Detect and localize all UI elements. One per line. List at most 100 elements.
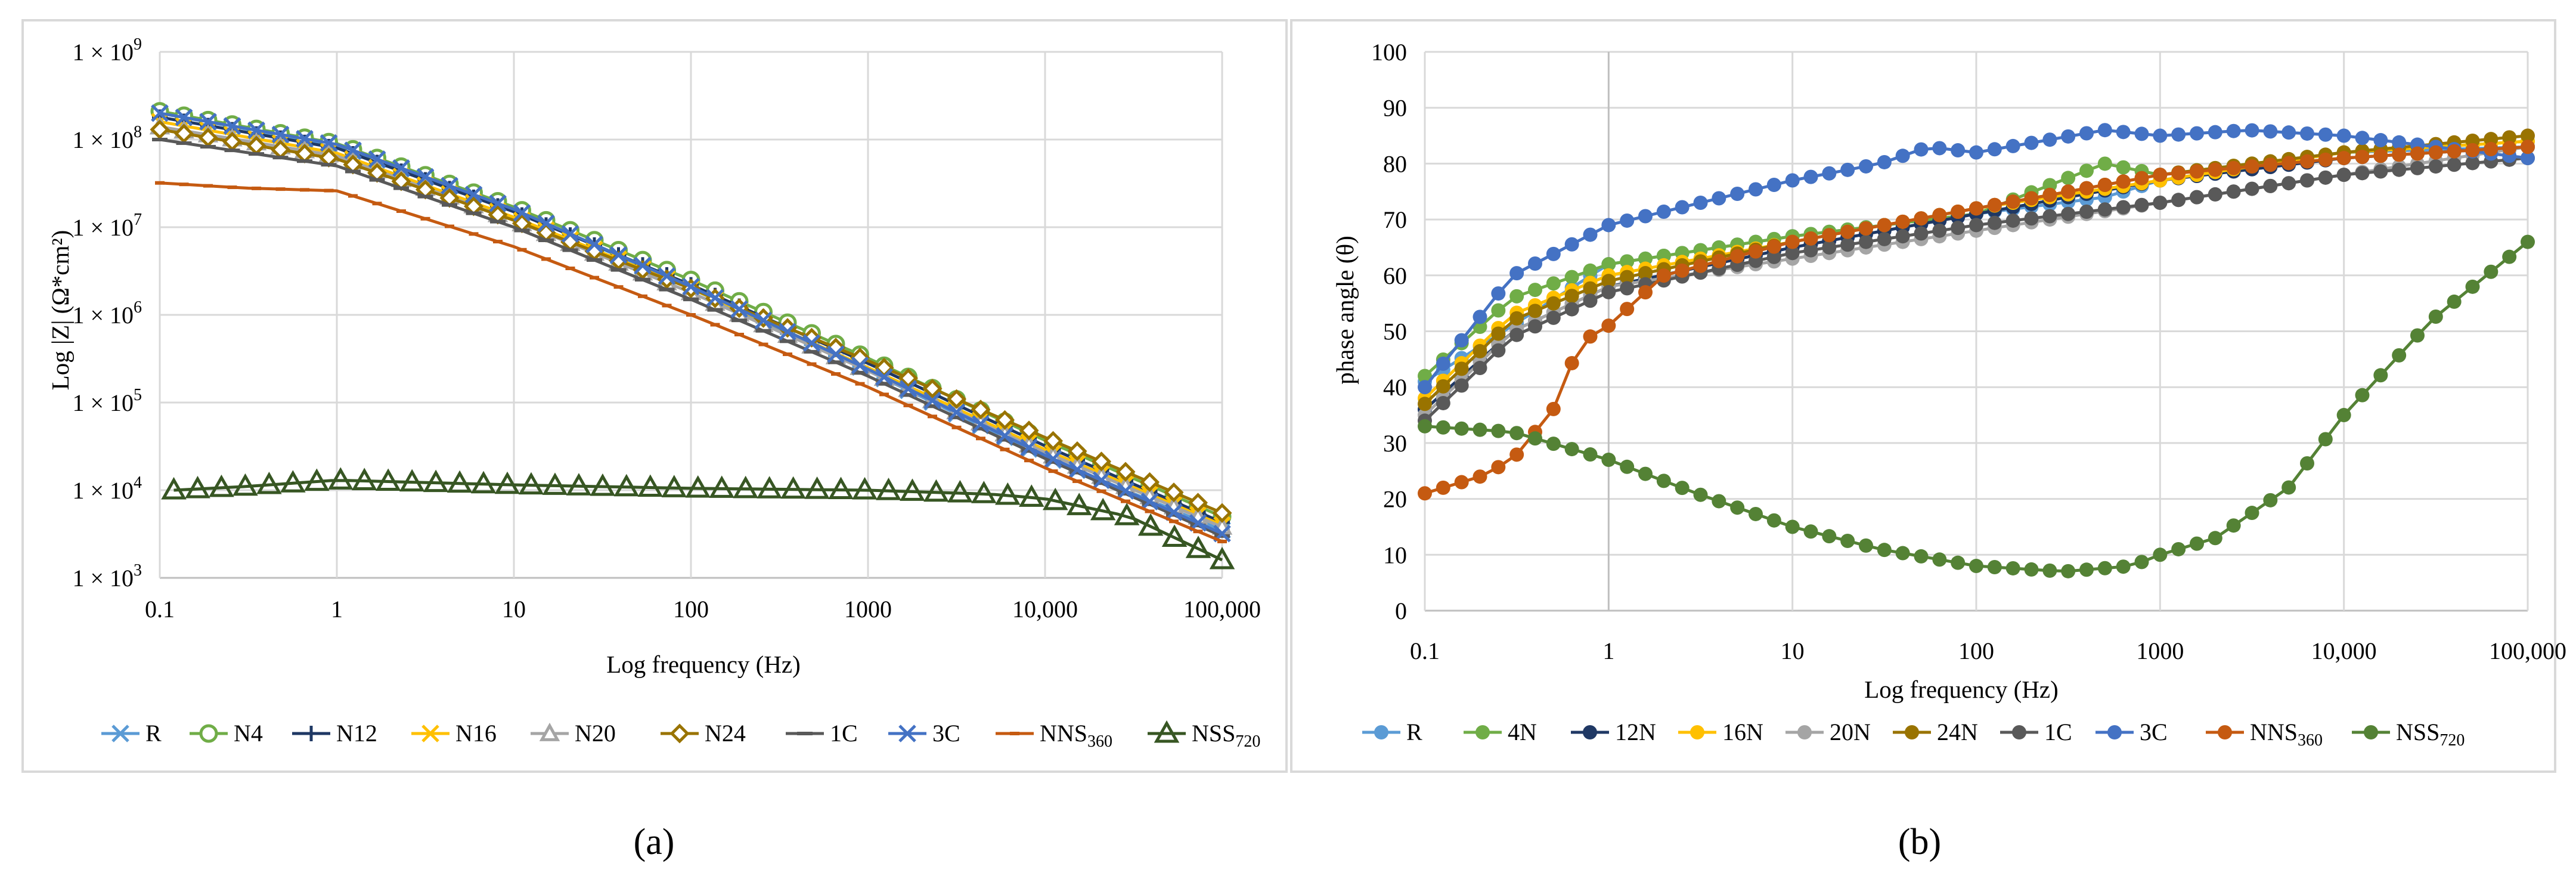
panel-b-data-point bbox=[1564, 302, 1579, 317]
panel-b-data-point bbox=[2097, 561, 2112, 575]
panel-a-data-point bbox=[324, 188, 334, 193]
panel-a-data-point bbox=[464, 185, 483, 204]
panel-a-legend-entry: 3C bbox=[888, 720, 960, 747]
panel-a-y-axis-label: Log |Z| (Ω*cm²) bbox=[47, 230, 74, 391]
panel-a-data-point bbox=[1161, 524, 1188, 547]
panel-a-legend-entry: N12 bbox=[292, 720, 377, 747]
panel-a-data-point bbox=[541, 257, 551, 261]
panel-a-data-point bbox=[946, 389, 967, 409]
panel-b-data-point bbox=[1951, 204, 1966, 219]
panel-b-data-point bbox=[1418, 369, 1432, 383]
panel-b-y-tick-label: 10 bbox=[1383, 541, 1407, 568]
panel-b-data-point bbox=[1454, 361, 1469, 376]
panel-a-data-point bbox=[1117, 482, 1134, 500]
panel-a-data-point bbox=[517, 247, 527, 252]
panel-b-y-tick-label: 90 bbox=[1383, 95, 1407, 122]
panel-a-data-point bbox=[304, 468, 330, 491]
panel-b-data-point bbox=[1436, 420, 1450, 435]
panel-a-data-point bbox=[280, 470, 306, 493]
panel-a-y-tick-label: 1 × 104 bbox=[72, 474, 142, 504]
panel-a-data-point bbox=[1070, 471, 1085, 475]
panel-b-data-point bbox=[2190, 164, 2204, 179]
panel-b-data-point bbox=[2190, 536, 2204, 551]
panel-a-data-point bbox=[1145, 509, 1155, 513]
panel-b-data-point bbox=[1969, 559, 1983, 574]
panel-b-data-point bbox=[1803, 524, 1818, 539]
panel-a-data-point bbox=[925, 404, 940, 408]
panel-a-data-point bbox=[587, 258, 602, 262]
panel-a-data-point bbox=[804, 476, 830, 499]
panel-b-data-point bbox=[2171, 127, 2186, 142]
panel-a-data-point bbox=[1096, 489, 1106, 493]
panel-a-data-point bbox=[613, 474, 640, 497]
panel-b-data-point bbox=[1785, 234, 1800, 249]
panel-a-data-point bbox=[783, 352, 792, 357]
panel-a-y-tick-label: 1 × 109 bbox=[72, 35, 142, 66]
panel-b-data-point bbox=[1436, 395, 1450, 410]
panel-b-data-point bbox=[2024, 562, 2039, 577]
panel-b-data-point bbox=[2392, 162, 2407, 177]
panel-a-data-point bbox=[875, 368, 893, 386]
panel-b-data-point bbox=[1987, 560, 2002, 575]
panel-b-data-point bbox=[1620, 213, 1635, 228]
panel-b-data-point bbox=[1859, 538, 1873, 553]
panel-a-data-point bbox=[320, 134, 338, 152]
panel-b-data-point bbox=[1932, 141, 1947, 156]
panel-b-data-point bbox=[1564, 270, 1579, 284]
panel-b-legend-swatch-marker bbox=[2218, 725, 2232, 739]
panel-b-data-point bbox=[1436, 356, 1450, 371]
panel-b-legend-label-subscript: 360 bbox=[2298, 731, 2323, 750]
panel-a-legend-entry: N16 bbox=[411, 720, 497, 747]
panel-a-data-point bbox=[682, 277, 700, 296]
panel-b-data-point bbox=[1822, 240, 1837, 255]
panel-b-data-point bbox=[1491, 286, 1506, 301]
panel-a-data-point bbox=[852, 476, 878, 500]
panel-b-legend-swatch-marker bbox=[2364, 725, 2378, 739]
panel-a-series-NNS360 bbox=[155, 181, 1227, 543]
panel-a-data-point bbox=[392, 159, 410, 177]
panel-b-data-point bbox=[1528, 304, 1542, 318]
panel-a-data-point bbox=[1092, 471, 1111, 490]
panel-a-data-point bbox=[490, 219, 506, 224]
panel-a-data-point bbox=[272, 156, 289, 160]
panel-b-data-point bbox=[2061, 564, 2076, 578]
panel-b-data-point bbox=[1951, 221, 1966, 236]
panel-b-data-point bbox=[2300, 126, 2314, 141]
panel-b-data-point bbox=[2042, 209, 2057, 224]
panel-b-data-point bbox=[1822, 529, 1837, 544]
panel-b-data-point bbox=[2097, 202, 2112, 217]
panel-b-data-point bbox=[2226, 184, 2241, 199]
panel-a-y-tick-exponent: 9 bbox=[134, 35, 142, 54]
panel-b-data-point bbox=[2116, 174, 2131, 189]
panel-a-data-point bbox=[900, 393, 916, 397]
panel-b-data-point bbox=[1601, 274, 1616, 289]
panel-b-data-point bbox=[1473, 422, 1487, 437]
panel-b-x-tick-label: 100,000 bbox=[2489, 637, 2566, 664]
panel-b-data-point bbox=[1987, 197, 2002, 212]
panel-a-x-tick-label: 10,000 bbox=[1012, 596, 1078, 623]
panel-a-data-point bbox=[566, 473, 592, 496]
panel-a-data-point bbox=[1140, 493, 1159, 510]
panel-a-data-point bbox=[1137, 513, 1164, 536]
panel-a-data-point bbox=[590, 473, 616, 496]
panel-b-data-point bbox=[2521, 140, 2535, 154]
panel-a-data-point bbox=[1217, 539, 1227, 543]
panel-b-data-point bbox=[2208, 125, 2222, 140]
panel-a-data-point bbox=[757, 476, 782, 499]
panel-a-data-point bbox=[1045, 460, 1061, 464]
panel-b-data-point bbox=[1895, 214, 1910, 229]
panel-b-data-point bbox=[1712, 494, 1726, 509]
panel-b-legend: R 4N 12N 16N 20N 24N 1C 3C NNS360 NSS720 bbox=[1362, 719, 2465, 750]
panel-b-data-point bbox=[2373, 133, 2388, 148]
panel-b-data-point bbox=[2079, 163, 2094, 178]
panel-b-data-point bbox=[2097, 123, 2112, 138]
panel-a-y-tick-exponent: 4 bbox=[134, 474, 142, 492]
panel-a-data-point bbox=[638, 294, 647, 298]
panel-b-data-point bbox=[1840, 224, 1855, 239]
panel-a-data-point bbox=[852, 370, 868, 375]
panel-a-legend-label: R bbox=[145, 720, 162, 747]
panel-a-data-point bbox=[252, 186, 261, 190]
panel-a-data-point bbox=[734, 333, 744, 337]
panel-a-data-point bbox=[996, 426, 1014, 445]
panel-b-data-point bbox=[1601, 453, 1616, 468]
